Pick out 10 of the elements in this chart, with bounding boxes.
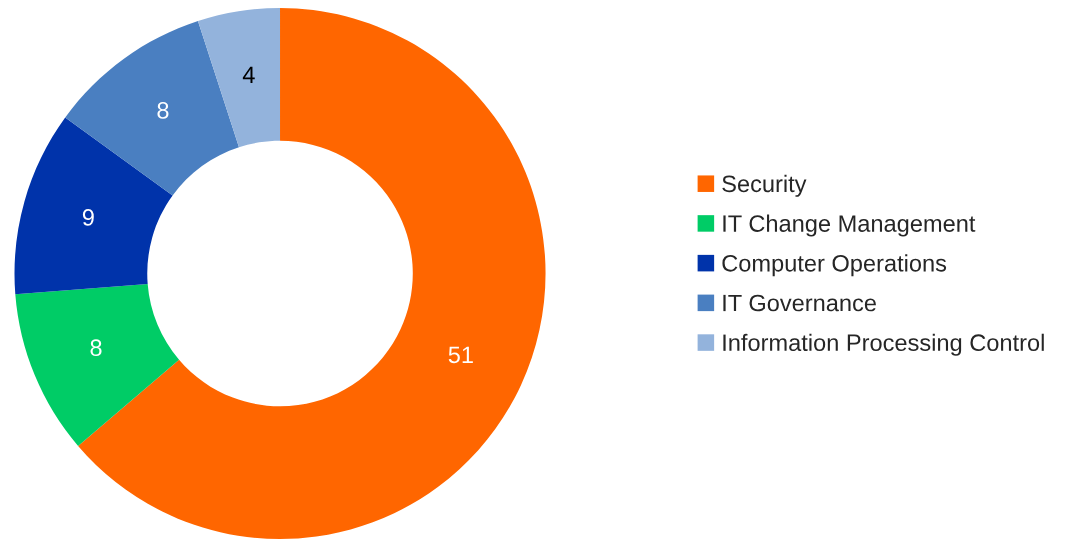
data-label: 4 (242, 66, 255, 83)
legend-label: IT Governance (723, 294, 876, 312)
data-label: 9 (82, 209, 94, 226)
legend-label: Information Processing Control (723, 333, 1044, 356)
data-label: 51 (448, 346, 473, 364)
legend-label: IT Change Management (723, 214, 976, 237)
data-label: 8 (90, 339, 102, 357)
data-label: 8 (157, 102, 169, 119)
legend-label: Computer Operations (722, 254, 947, 277)
legend-label: Security (722, 174, 807, 197)
